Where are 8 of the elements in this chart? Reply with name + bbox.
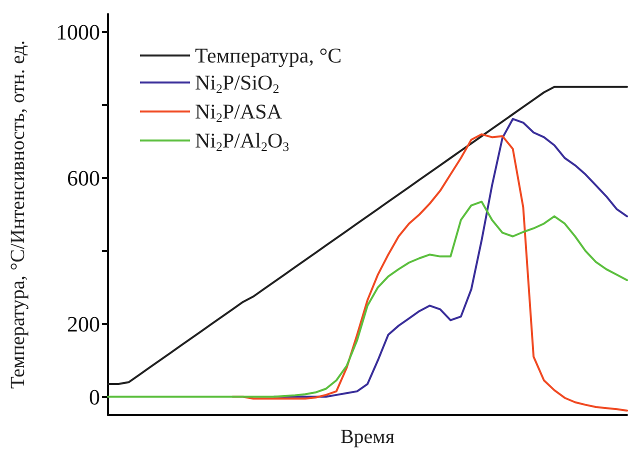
y-tick-label: 600 (67, 166, 100, 191)
legend-label: Температура, °C (195, 44, 342, 68)
y-tick-label: 200 (67, 311, 100, 336)
y-tick-label: 0 (89, 384, 100, 410)
y-tick-label: 1000 (56, 20, 100, 45)
line-series (107, 200, 628, 398)
x-axis-title: Время (340, 426, 395, 448)
y-axis-title: Температура, °C/Интенсивность, отн. ед. (7, 40, 29, 389)
